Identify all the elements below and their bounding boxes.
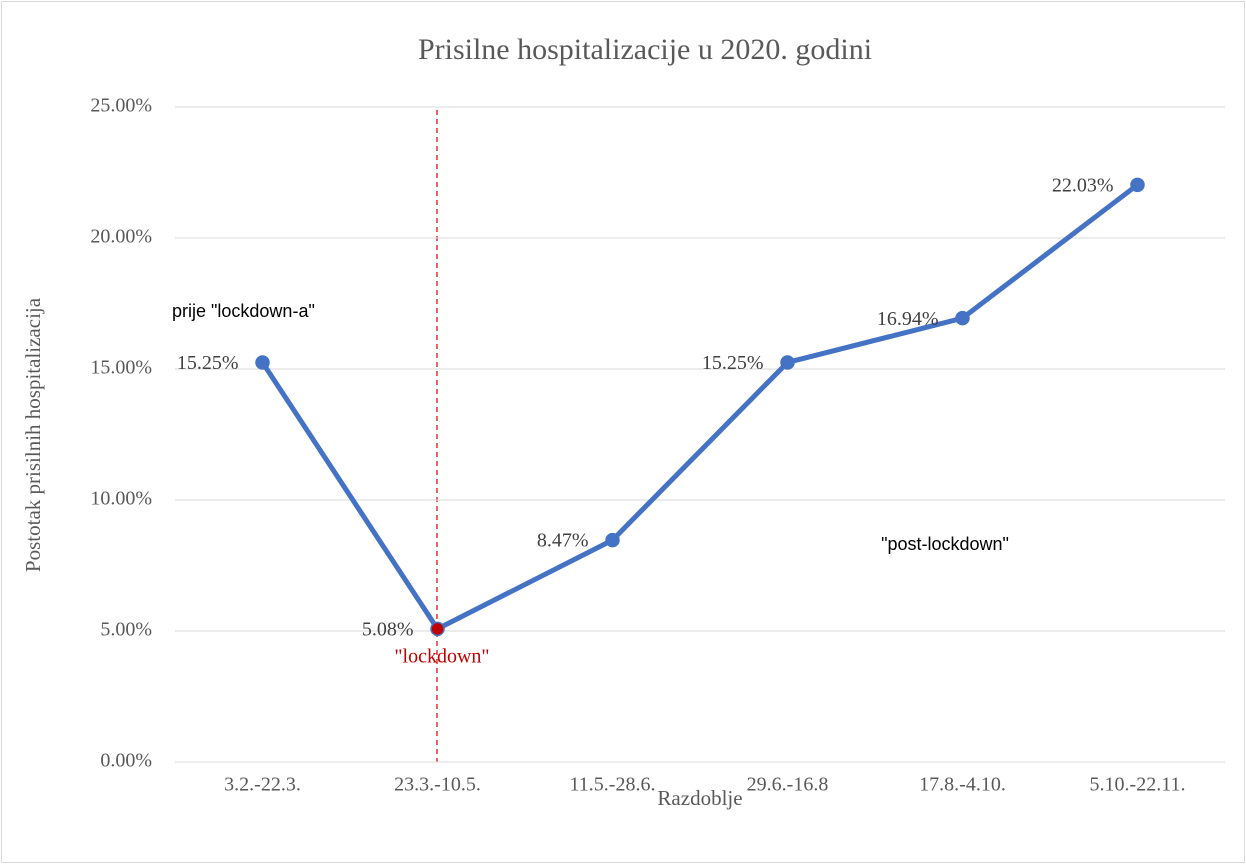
- data-label: 5.08%: [362, 618, 414, 640]
- x-tick-label: 3.2.-22.3.: [224, 774, 301, 796]
- data-label: 8.47%: [537, 530, 589, 552]
- x-axis-label: Razdoblje: [657, 786, 742, 810]
- x-tick-label: 5.10.-22.11.: [1090, 774, 1186, 796]
- data-label: 15.25%: [177, 352, 239, 374]
- data-label: 22.03%: [1052, 174, 1114, 196]
- point: [780, 355, 795, 370]
- point: [605, 532, 620, 548]
- y-tick-label: 15.00%: [90, 357, 152, 379]
- data-label: 15.25%: [702, 352, 764, 374]
- annotation: "lockdown": [394, 646, 489, 668]
- x-tick-label: 11.5.-28.6.: [570, 774, 656, 796]
- annotation: prije "lockdown-a": [172, 301, 315, 321]
- x-tick-label: 17.8.-4.10.: [919, 774, 1006, 796]
- x-tick-label: 23.3.-10.5.: [394, 774, 481, 796]
- y-tick-label: 5.00%: [100, 619, 152, 641]
- y-tick-label: 10.00%: [90, 488, 152, 510]
- chart-title: Prisilne hospitalizacije u 2020. godini: [418, 33, 872, 66]
- point: [255, 355, 270, 370]
- point: [1130, 177, 1145, 193]
- line: [260, 182, 1140, 632]
- annotation: "post-lockdown": [881, 534, 1009, 554]
- data-label: 16.94%: [877, 308, 939, 330]
- x-tick-label: 29.6.-16.8: [747, 774, 829, 796]
- y-tick-label: 20.00%: [90, 226, 152, 248]
- y-tick-label: 25.00%: [90, 95, 152, 117]
- point: [430, 621, 445, 637]
- point: [955, 310, 970, 326]
- y-tick-label: 0.00%: [100, 750, 152, 772]
- y-axis-label: Postotak prisilnih hospitalizacija: [21, 297, 45, 572]
